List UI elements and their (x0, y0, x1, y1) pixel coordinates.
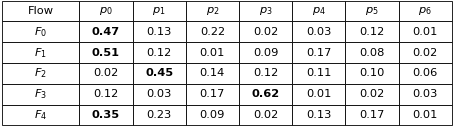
Bar (345, 21, 399, 42)
Text: 0.01: 0.01 (306, 89, 331, 99)
Bar (133, 42, 186, 63)
Bar (186, 84, 239, 105)
Bar (2, 63, 79, 84)
Bar (186, 42, 239, 63)
Bar (399, 63, 452, 84)
Text: $F_1$: $F_1$ (35, 46, 47, 59)
Bar (292, 63, 345, 84)
Text: 0.35: 0.35 (92, 110, 120, 120)
Text: Flow: Flow (28, 6, 54, 16)
Text: 0.12: 0.12 (359, 27, 385, 37)
Text: 0.13: 0.13 (306, 110, 331, 120)
Bar (239, 105, 292, 125)
Bar (79, 42, 133, 63)
Bar (345, 63, 399, 84)
Bar (292, 21, 345, 42)
Text: $p_3$: $p_3$ (259, 5, 272, 17)
Text: $p_5$: $p_5$ (365, 5, 379, 17)
Text: 0.51: 0.51 (92, 48, 120, 58)
Text: 0.10: 0.10 (359, 68, 385, 78)
Bar (292, 84, 345, 105)
Bar (345, 84, 399, 105)
Bar (239, 84, 292, 105)
Bar (79, 21, 133, 42)
Text: $F_4$: $F_4$ (34, 108, 47, 122)
Text: 0.06: 0.06 (413, 68, 438, 78)
Bar (292, 1, 345, 21)
Text: $p_4$: $p_4$ (312, 5, 326, 17)
Bar (399, 42, 452, 63)
Bar (399, 84, 452, 105)
Bar (345, 1, 399, 21)
Text: $F_2$: $F_2$ (35, 67, 47, 80)
Text: 0.02: 0.02 (253, 27, 278, 37)
Text: 0.23: 0.23 (147, 110, 172, 120)
Bar (79, 84, 133, 105)
Bar (345, 105, 399, 125)
Bar (239, 1, 292, 21)
Bar (2, 105, 79, 125)
Bar (292, 105, 345, 125)
Bar (186, 21, 239, 42)
Bar (186, 105, 239, 125)
Text: 0.45: 0.45 (145, 68, 173, 78)
Bar (399, 105, 452, 125)
Text: 0.02: 0.02 (359, 89, 385, 99)
Text: $p_2$: $p_2$ (206, 5, 219, 17)
Bar (79, 105, 133, 125)
Bar (292, 42, 345, 63)
Text: 0.08: 0.08 (359, 48, 385, 58)
Text: 0.47: 0.47 (92, 27, 120, 37)
Text: 0.01: 0.01 (412, 110, 438, 120)
Text: 0.01: 0.01 (412, 27, 438, 37)
Text: 0.01: 0.01 (200, 48, 225, 58)
Bar (79, 63, 133, 84)
Bar (239, 63, 292, 84)
Text: 0.14: 0.14 (200, 68, 225, 78)
Bar (345, 42, 399, 63)
Bar (2, 21, 79, 42)
Bar (2, 84, 79, 105)
Text: 0.03: 0.03 (147, 89, 172, 99)
Text: 0.09: 0.09 (200, 110, 225, 120)
Text: 0.22: 0.22 (200, 27, 225, 37)
Text: 0.17: 0.17 (306, 48, 331, 58)
Bar (2, 1, 79, 21)
Text: 0.02: 0.02 (253, 110, 278, 120)
Bar (79, 1, 133, 21)
Bar (133, 84, 186, 105)
Text: 0.02: 0.02 (413, 48, 438, 58)
Text: 0.13: 0.13 (147, 27, 172, 37)
Bar (186, 1, 239, 21)
Text: 0.02: 0.02 (94, 68, 118, 78)
Bar (133, 1, 186, 21)
Text: 0.03: 0.03 (306, 27, 331, 37)
Text: 0.12: 0.12 (147, 48, 172, 58)
Bar (186, 63, 239, 84)
Text: 0.11: 0.11 (306, 68, 331, 78)
Text: 0.09: 0.09 (253, 48, 278, 58)
Text: $p_1$: $p_1$ (153, 5, 166, 17)
Bar (239, 42, 292, 63)
Text: $p_6$: $p_6$ (418, 5, 432, 17)
Text: 0.12: 0.12 (253, 68, 278, 78)
Text: 0.62: 0.62 (252, 89, 280, 99)
Bar (133, 105, 186, 125)
Text: 0.12: 0.12 (94, 89, 118, 99)
Bar (399, 1, 452, 21)
Text: 0.17: 0.17 (359, 110, 385, 120)
Text: 0.17: 0.17 (200, 89, 225, 99)
Bar (239, 21, 292, 42)
Bar (2, 42, 79, 63)
Bar (133, 63, 186, 84)
Text: $p_0$: $p_0$ (99, 5, 113, 17)
Bar (133, 21, 186, 42)
Text: $F_0$: $F_0$ (35, 25, 47, 39)
Bar (399, 21, 452, 42)
Text: 0.03: 0.03 (412, 89, 438, 99)
Text: $F_3$: $F_3$ (35, 87, 47, 101)
